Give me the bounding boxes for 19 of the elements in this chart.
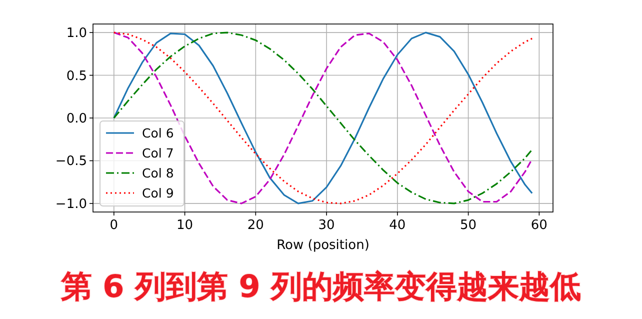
x-axis-title: Row (position) — [276, 238, 370, 253]
x-tick-label: 30 — [318, 218, 335, 233]
y-tick-label: 0.0 — [66, 112, 87, 126]
y-tick-label: −0.5 — [55, 154, 87, 170]
legend-label: Col 8 — [142, 166, 174, 180]
y-tick-label: 1.0 — [66, 26, 87, 42]
x-tick-label: 10 — [176, 218, 194, 233]
text: 第 6 列到第 9 列的频率变得越来越低 — [60, 269, 582, 305]
line-series — [113, 32, 533, 204]
legend-label: Col 7 — [142, 146, 174, 160]
x-tick-label: 50 — [460, 218, 477, 233]
y-tick-label: −1.0 — [55, 196, 87, 212]
legend-label: Col 6 — [142, 126, 174, 140]
legend-label: Col 9 — [142, 186, 174, 200]
x-tick-label: 60 — [530, 218, 548, 233]
x-tick-label: 20 — [247, 218, 264, 233]
y-tick-label: 0.5 — [66, 68, 87, 84]
x-tick-label: 0 — [110, 218, 118, 233]
x-tick-label: 40 — [389, 218, 406, 233]
